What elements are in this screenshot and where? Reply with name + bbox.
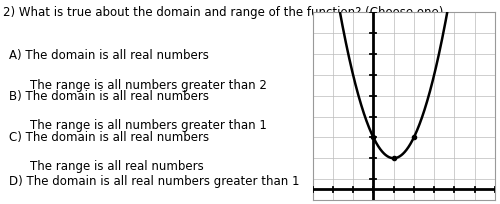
Text: A) The domain is all real numbers: A) The domain is all real numbers (9, 49, 209, 62)
Text: C) The domain is all real numbers: C) The domain is all real numbers (9, 131, 209, 144)
Text: 2) What is true about the domain and range of the function? (Choose one): 2) What is true about the domain and ran… (3, 6, 444, 19)
Text: The range is all real numbers: The range is all real numbers (30, 160, 204, 173)
Text: B) The domain is all real numbers: B) The domain is all real numbers (9, 90, 209, 103)
Text: The range is all numbers greater than 1: The range is all numbers greater than 1 (30, 119, 268, 132)
Text: The range is all numbers greater than 2: The range is all numbers greater than 2 (30, 79, 268, 92)
Text: D) The domain is all real numbers greater than 1: D) The domain is all real numbers greate… (9, 175, 300, 188)
